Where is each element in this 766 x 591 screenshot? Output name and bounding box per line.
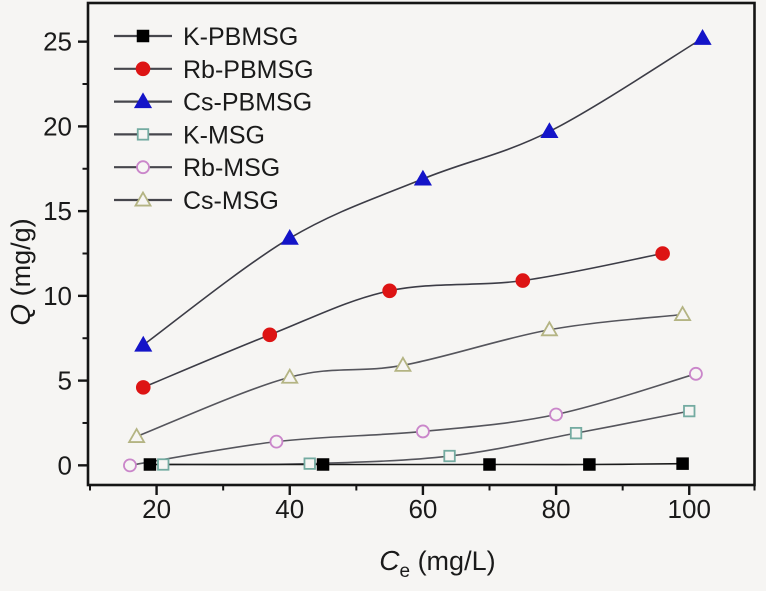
marker-filled-square <box>316 458 330 471</box>
y-tick-label: 20 <box>43 111 72 141</box>
marker-filled-circle <box>515 273 531 288</box>
y-axis-title-symbol: Q <box>5 304 36 326</box>
marker-open-triangle <box>133 190 153 207</box>
marker-open-square <box>136 128 150 141</box>
y-axis-title: Q (mg/g) <box>5 218 36 325</box>
y-tick-label: 0 <box>58 450 72 480</box>
legend-item-Rb-MSG: Rb-MSG <box>114 154 280 182</box>
marker-filled-triangle <box>133 92 153 109</box>
marker-filled-circle <box>655 246 670 261</box>
marker-open-triangle <box>540 320 559 337</box>
marker-open-triangle <box>393 356 412 372</box>
x-tick-label: 80 <box>542 494 571 524</box>
y-tick-label: 5 <box>58 366 72 396</box>
marker-filled-circle <box>382 283 397 299</box>
legend-label: Rb-MSG <box>183 154 280 182</box>
series-markers <box>123 29 712 473</box>
plot-frame <box>86 1 756 487</box>
legend-label: K-MSG <box>183 121 265 149</box>
marker-filled-square <box>676 457 689 470</box>
marker-filled-triangle <box>134 335 153 352</box>
series-Cs-PBMSG <box>134 29 712 352</box>
legend-label: K-PBMSG <box>183 23 298 51</box>
marker-filled-square <box>583 458 596 471</box>
marker-filled-circle <box>135 380 151 395</box>
x-tick-label: 20 <box>142 494 171 524</box>
marker-open-square <box>569 426 583 440</box>
series-K-MSG <box>157 404 696 471</box>
marker-filled-triangle <box>413 169 432 186</box>
marker-filled-triangle <box>280 229 299 245</box>
marker-filled-circle <box>262 327 278 343</box>
marker-open-square <box>683 404 696 418</box>
marker-filled-square <box>136 29 150 43</box>
legend-item-K-PBMSG: K-PBMSG <box>114 23 298 51</box>
marker-open-circle <box>269 434 284 449</box>
series-Rb-MSG <box>123 366 703 473</box>
legend: K-PBMSG Rb-PBMSG Cs-PBMSG K-MSG Rb-MSG Cs-MSG <box>114 23 314 215</box>
marker-open-circle <box>136 160 150 175</box>
x-axis-title-units: (mg/L) <box>410 546 496 576</box>
y-tick-label: 10 <box>43 281 72 311</box>
marker-open-square <box>443 449 456 463</box>
marker-filled-square <box>143 458 157 471</box>
marker-open-square <box>157 458 170 471</box>
marker-open-circle <box>123 458 137 473</box>
x-axis-title-symbol: C <box>379 545 400 576</box>
marker-open-circle <box>549 407 563 422</box>
series-line-K-PBMSG <box>149 462 683 466</box>
y-tick-label: 25 <box>43 27 72 57</box>
legend-item-Rb-PBMSG: Rb-PBMSG <box>114 56 314 84</box>
marker-open-square <box>303 457 316 470</box>
x-tick-label: 60 <box>408 494 437 524</box>
marker-open-circle <box>689 366 703 381</box>
x-axis-title: Ce (mg/L) <box>379 545 495 582</box>
legend-label: Cs-MSG <box>183 187 279 215</box>
legend-label: Rb-PBMSG <box>183 56 314 84</box>
marker-filled-square <box>483 458 496 471</box>
y-axis-title-units: (mg/g) <box>6 218 36 304</box>
legend-item-Cs-MSG: Cs-MSG <box>114 187 279 215</box>
x-axis-title-subscript: e <box>399 561 410 582</box>
marker-open-circle <box>416 424 430 439</box>
series-Cs-MSG <box>127 305 692 443</box>
series-K-PBMSG <box>143 457 689 471</box>
marker-open-triangle <box>127 427 146 443</box>
legend-label: Cs-PBMSG <box>183 89 312 117</box>
x-tick-label: 40 <box>275 494 304 524</box>
legend-item-Cs-PBMSG: Cs-PBMSG <box>114 89 312 117</box>
x-tick-label: 100 <box>668 494 711 524</box>
marker-open-triangle <box>280 367 299 384</box>
marker-filled-triangle <box>693 29 712 45</box>
series-Rb-PBMSG <box>135 246 670 395</box>
marker-filled-triangle <box>540 122 559 139</box>
marker-open-triangle <box>673 305 692 321</box>
marker-filled-circle <box>135 61 151 77</box>
legend-item-K-MSG: K-MSG <box>114 121 265 149</box>
y-tick-label: 15 <box>43 196 72 226</box>
